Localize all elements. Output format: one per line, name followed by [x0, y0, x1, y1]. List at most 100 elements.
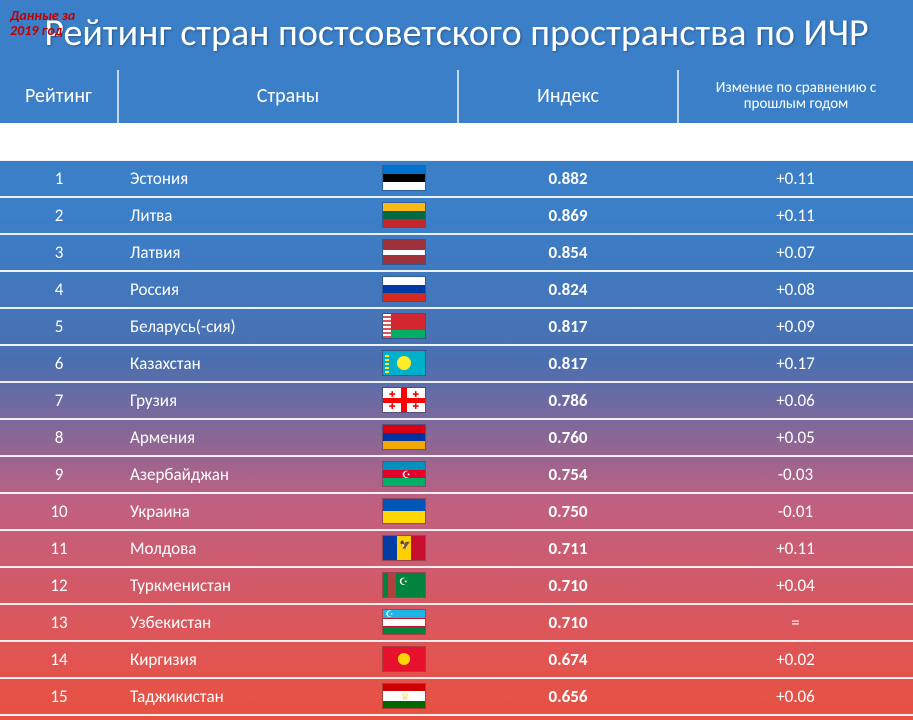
change-cell: +0.08: [678, 271, 913, 308]
flag-icon: [382, 646, 426, 672]
change-cell: +0.02: [678, 641, 913, 678]
country-cell: Киргизия: [118, 641, 458, 678]
country-name: Таджикистан: [130, 686, 382, 707]
index-cell: 0.824: [458, 271, 678, 308]
country-name: Узбекистан: [130, 612, 382, 633]
country-cell: Эстония: [118, 160, 458, 197]
index-cell: 0.710: [458, 604, 678, 641]
country-cell: Узбекистан ☪: [118, 604, 458, 641]
flag-icon: ♕: [382, 683, 426, 709]
change-cell: +0.05: [678, 419, 913, 456]
rank-cell: 10: [0, 493, 118, 530]
country-cell: Беларусь(-сия): [118, 308, 458, 345]
country-name: Армения: [130, 427, 382, 448]
index-cell: 0.750: [458, 493, 678, 530]
country-name: Казахстан: [130, 353, 382, 374]
rank-cell: 5: [0, 308, 118, 345]
country-name: Украина: [130, 501, 382, 522]
index-cell: 0.710: [458, 567, 678, 604]
change-cell: -0.03: [678, 456, 913, 493]
table-row: 13Узбекистан ☪ 0.710=: [0, 604, 913, 641]
change-cell: +0.11: [678, 160, 913, 197]
index-cell: 0.882: [458, 160, 678, 197]
flag-icon: [382, 276, 426, 302]
col-index: Индекс: [458, 70, 678, 123]
table-row: 14Киргизия 0.674+0.02: [0, 641, 913, 678]
country-name: Азербайджан: [130, 464, 382, 485]
table-row: 1 Эстония 0.882+0.11: [0, 160, 913, 197]
country-name: Туркменистан: [130, 575, 382, 596]
country-cell: Таджикистан ♕: [118, 678, 458, 715]
col-change: Измение по сравнению с прошлым годом: [678, 70, 913, 123]
change-cell: -0.01: [678, 493, 913, 530]
flag-icon: [382, 165, 426, 191]
country-cell: Казахстан: [118, 345, 458, 382]
flag-icon: ☪: [382, 609, 426, 635]
rank-cell: 12: [0, 567, 118, 604]
rank-cell: 9: [0, 456, 118, 493]
rank-cell: 4: [0, 271, 118, 308]
country-name: Латвия: [130, 242, 382, 263]
table-row: 8 Армения 0.760+0.05: [0, 419, 913, 456]
change-cell: +0.07: [678, 234, 913, 271]
country-name: Киргизия: [130, 649, 382, 670]
table-row: 7Грузия ✚ ✚ ✚ ✚ 0.786+0.06: [0, 382, 913, 419]
rank-cell: 7: [0, 382, 118, 419]
rank-cell: 3: [0, 234, 118, 271]
rank-cell: 2: [0, 197, 118, 234]
country-name: Россия: [130, 279, 382, 300]
flag-icon: [382, 239, 426, 265]
country-cell: Армения: [118, 419, 458, 456]
country-cell: Азербайджан☪: [118, 456, 458, 493]
index-cell: 0.786: [458, 382, 678, 419]
change-cell: +0.06: [678, 382, 913, 419]
flag-icon: [382, 202, 426, 228]
country-cell: Россия: [118, 271, 458, 308]
change-cell: +0.17: [678, 345, 913, 382]
country-cell: Грузия ✚ ✚ ✚ ✚: [118, 382, 458, 419]
flag-icon: 🦅: [382, 535, 426, 561]
country-cell: Украина: [118, 493, 458, 530]
table-row: 11Молдова🦅0.711+0.11: [0, 530, 913, 567]
col-rank: Рейтинг: [0, 70, 118, 123]
index-cell: 0.869: [458, 197, 678, 234]
page-title: Рейтинг стран постсоветского пространств…: [0, 0, 913, 70]
change-cell: +0.06: [678, 678, 913, 715]
flag-icon: [382, 313, 426, 339]
country-name: Эстония: [130, 168, 382, 189]
country-name: Беларусь(-сия): [130, 316, 382, 337]
country-name: Грузия: [130, 390, 382, 411]
flag-icon: [382, 424, 426, 450]
flag-icon: ☪: [382, 461, 426, 487]
table-row: 3Латвия0.854+0.07: [0, 234, 913, 271]
hdi-table: Рейтинг Страны Индекс Измение по сравнен…: [0, 70, 913, 716]
table-row: 5Беларусь(-сия) 0.817+0.09: [0, 308, 913, 345]
flag-icon: [382, 498, 426, 524]
country-name: Литва: [130, 205, 382, 226]
rank-cell: 13: [0, 604, 118, 641]
rank-cell: 14: [0, 641, 118, 678]
col-country: Страны: [118, 70, 458, 123]
flag-icon: ✚ ✚ ✚ ✚: [382, 387, 426, 413]
rank-cell: 15: [0, 678, 118, 715]
country-name: Молдова: [130, 538, 382, 559]
change-cell: +0.09: [678, 308, 913, 345]
flag-icon: [382, 350, 426, 376]
change-cell: =: [678, 604, 913, 641]
index-cell: 0.711: [458, 530, 678, 567]
table-row: 10 Украина 0.750-0.01: [0, 493, 913, 530]
country-cell: Молдова🦅: [118, 530, 458, 567]
corner-note: Данные за 2019 год: [10, 8, 100, 39]
rank-cell: 1: [0, 160, 118, 197]
table-row: 4 Россия 0.824+0.08: [0, 271, 913, 308]
country-cell: Латвия: [118, 234, 458, 271]
table-header-row: Рейтинг Страны Индекс Измение по сравнен…: [0, 70, 913, 123]
index-cell: 0.760: [458, 419, 678, 456]
change-cell: +0.11: [678, 530, 913, 567]
rank-cell: 6: [0, 345, 118, 382]
index-cell: 0.656: [458, 678, 678, 715]
table-row: 9Азербайджан☪0.754-0.03: [0, 456, 913, 493]
rank-cell: 8: [0, 419, 118, 456]
table-row: 6Казахстан 0.817+0.17: [0, 345, 913, 382]
index-cell: 0.754: [458, 456, 678, 493]
